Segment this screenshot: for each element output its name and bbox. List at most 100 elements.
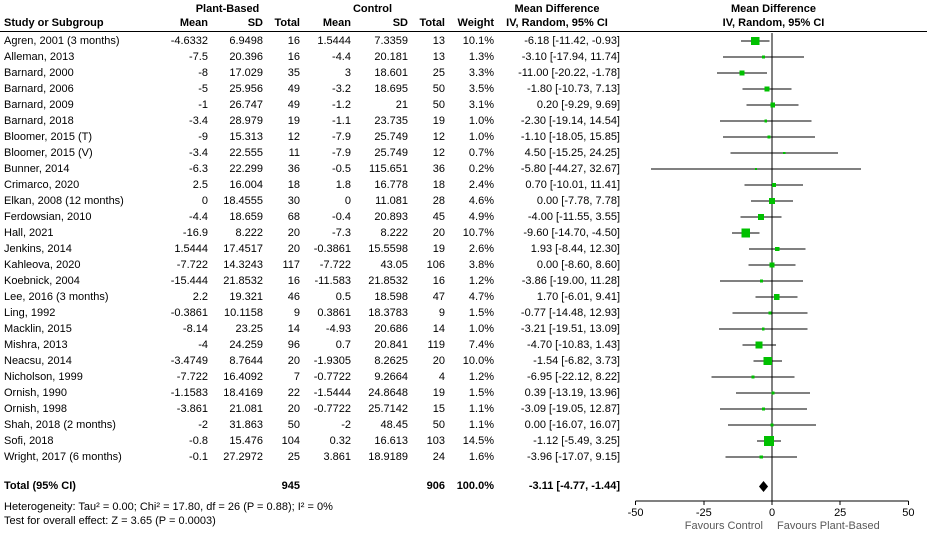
effect-marker [768,311,772,315]
study-name: Barnard, 2006 [4,83,74,95]
weight-cell: 1.1% [468,403,494,415]
md-ci-cell: 1.70 [-6.01, 9.41] [536,291,620,303]
weight-cell: 4.7% [468,291,494,303]
c-mean-cell: -11.583 [314,275,352,287]
c-mean-cell: 0 [344,195,351,207]
study-row: Mishra, 2013 -4 24.259 96 0.7 20.841 119 7.4% -4… [0,337,620,353]
axis-tick-label: -25 [696,507,712,519]
study-row: Barnard, 2018 -3.4 28.979 19 -1.1 23.735 19 1.0… [0,113,620,129]
study-name: Ling, 1992 [4,307,56,319]
c-total-cell: 119 [427,339,445,351]
c-sd-cell: 43.05 [380,259,408,271]
c-total-cell: 47 [432,291,445,303]
c-total-cell: 28 [432,195,445,207]
c-total-cell: 4 [438,371,445,383]
pb-mean-cell: -15.444 [170,275,208,287]
c-total-cell: 103 [426,435,445,447]
study-row: Kahleova, 2020 -7.722 14.3243 117 -7.722 43.0… [0,257,620,273]
group1-header: Plant-Based [195,3,260,15]
pb-mean-cell: -8.14 [182,323,208,335]
effect-marker [751,375,755,379]
effect-marker [760,279,763,283]
pb-mean-cell: -4 [198,339,208,351]
study-row: Jenkins, 2014 1.5444 17.4517 20 -0.3861 15.55… [0,241,620,257]
header-divider-line [0,31,927,32]
study-row: Lee, 2016 (3 months) 2.2 19.321 46 0.5 18.598… [0,289,620,305]
study-row: Hall, 2021 -16.9 8.222 20 -7.3 8.222 20 10.7% -9… [0,225,620,241]
c-sd-cell: 48.45 [380,419,408,431]
overall-effect-text: Test for overall effect: Z = 3.65 (P = 0… [4,515,216,527]
pb-total-cell: 46 [287,291,300,303]
c-mean-cell: -4.4 [332,51,351,63]
weight-cell: 2.6% [468,243,494,255]
pb-total-cell: 25 [287,451,300,463]
c-sd-cell: 18.9189 [368,451,408,463]
weight-cell: 4.6% [468,195,494,207]
c-mean-cell: -0.5 [332,163,351,175]
study-name: Nicholson, 1999 [4,371,83,383]
md-ci-cell: 0.20 [-9.29, 9.69] [536,99,620,111]
total-c-total-cell: 906 [426,480,445,492]
c-sd-cell: 115.651 [369,163,408,175]
pb-sd-cell: 21.8532 [223,275,263,287]
pb-mean-cell: -2 [198,419,208,431]
pb-sd-cell: 8.222 [235,227,263,239]
study-row: Macklin, 2015 -8.14 23.25 14 -4.93 20.686 14 1.… [0,321,620,337]
study-row: Ornish, 1990 -1.1583 18.4169 22 -1.5444 24.86… [0,385,620,401]
pb-mean-cell: -4.4 [189,211,208,223]
pb-mean-cell: -4.6332 [170,35,208,47]
c-mean-cell: -7.9 [332,147,351,159]
c-total-cell: 12 [432,131,445,143]
study-row: Neacsu, 2014 -3.4749 8.7644 20 -1.9305 8.2625… [0,353,620,369]
c-total-cell: 19 [432,243,445,255]
pb-mean-column-header: Mean [179,17,208,29]
effect-marker [767,135,771,139]
md-column-header-line1: Mean Difference [514,3,600,15]
c-total-cell: 15 [432,403,445,415]
spacer [0,2,155,16]
weight-cell: 1.0% [468,323,494,335]
c-mean-cell: -1.1 [332,115,351,127]
pb-total-column-header: Total [274,17,300,29]
md-ci-cell: 0.00 [-16.07, 16.07] [524,419,620,431]
total-weight-cell: 100.0% [456,480,494,492]
column-header-row: Study or Subgroup Mean SD Total Mean SD … [0,16,620,31]
c-mean-cell: -0.7722 [313,371,351,383]
pb-total-cell: 96 [287,339,300,351]
effect-marker [764,119,768,123]
study-row: Elkan, 2008 (12 months) 0 18.4555 30 0 11.081… [0,193,620,209]
study-row: Shah, 2018 (2 months) -2 31.863 50 -2 48.45 50… [0,417,620,433]
pb-sd-cell: 24.259 [229,339,263,351]
c-mean-cell: -7.722 [319,259,351,271]
c-sd-cell: 16.778 [374,179,408,191]
pb-total-cell: 68 [287,211,300,223]
footer-statistics: Heterogeneity: Tau² = 0.00; Chi² = 17.80… [4,500,616,528]
c-mean-cell: -7.3 [332,227,351,239]
weight-column-header: Weight [457,17,494,29]
c-total-cell: 45 [432,211,445,223]
weight-cell: 1.2% [468,275,494,287]
c-total-cell: 106 [426,259,445,271]
c-total-cell: 13 [432,35,445,47]
effect-marker [761,327,765,331]
md-ci-cell: -2.30 [-19.14, 14.54] [520,115,620,127]
pb-total-cell: 117 [282,259,300,271]
c-mean-cell: -1.9305 [313,355,351,367]
c-sd-cell: 7.3359 [374,35,408,47]
c-sd-cell: 21.8532 [368,275,408,287]
study-name: Macklin, 2015 [4,323,72,335]
study-row: Barnard, 2009 -1 26.747 49 -1.2 21 50 3.1% 0.20 … [0,97,620,113]
weight-cell: 1.0% [468,131,494,143]
md-ci-cell: -4.70 [-10.83, 1.43] [527,339,620,351]
weight-cell: 1.2% [468,371,494,383]
weight-cell: 0.2% [468,163,494,175]
study-name: Ornish, 1998 [4,403,67,415]
study-name: Mishra, 2013 [4,339,68,351]
c-mean-cell: -7.9 [332,131,351,143]
c-mean-cell: -1.2 [332,99,351,111]
c-mean-cell: 0.7 [335,339,351,351]
total-diamond [758,481,769,492]
study-row: Wright, 2017 (6 months) -0.1 27.2972 25 3.86… [0,449,620,465]
study-name: Lee, 2016 (3 months) [4,291,109,303]
